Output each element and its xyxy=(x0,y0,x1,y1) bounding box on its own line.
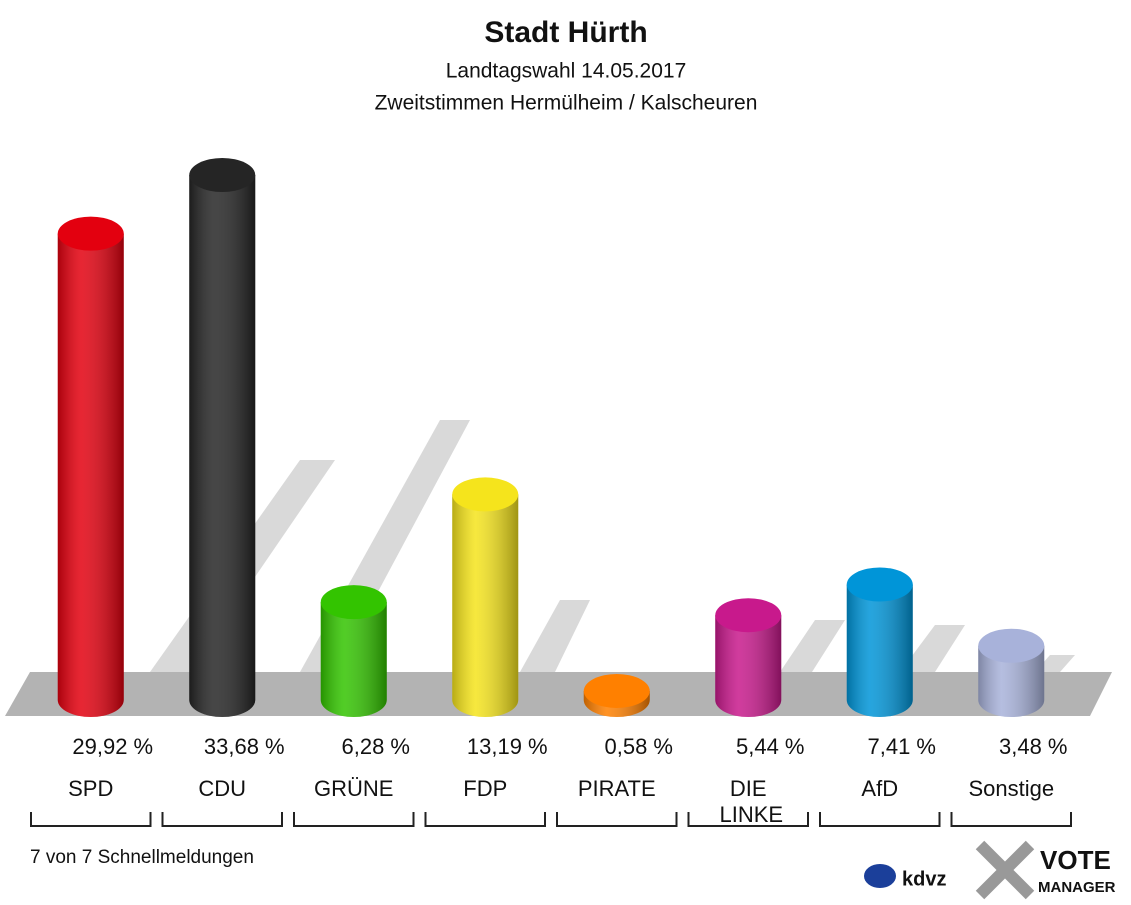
x-tick-label: DIE LINKE xyxy=(713,776,783,827)
chart-subtitle: Landtagswahl 14.05.2017 xyxy=(446,60,687,83)
bracket xyxy=(293,812,415,827)
bar xyxy=(452,477,519,717)
bar-shade xyxy=(320,602,387,717)
x-tick-label: Sonstige xyxy=(968,776,1054,801)
chart-title: Stadt Hürth xyxy=(484,16,647,49)
bar-top xyxy=(846,567,913,602)
bar xyxy=(320,585,387,717)
bar-top xyxy=(978,628,1045,663)
bar-shade xyxy=(846,584,913,717)
bar xyxy=(846,567,913,717)
footnote: 7 von 7 Schnellmeldungen xyxy=(30,847,254,868)
logo-shape xyxy=(975,840,1035,900)
bar xyxy=(189,158,256,717)
bar xyxy=(57,216,124,717)
value-label: 29,92 % xyxy=(72,734,153,759)
x-tick-label: FDP xyxy=(463,776,507,801)
logo-text: kdvz xyxy=(902,868,946,890)
logo-shape xyxy=(864,864,896,888)
bar-top xyxy=(452,477,519,512)
value-label: 5,44 % xyxy=(736,734,805,759)
x-tick-label: PIRATE xyxy=(578,776,656,801)
bracket xyxy=(950,812,1072,827)
bar-top xyxy=(57,216,124,251)
value-label: 6,28 % xyxy=(342,734,411,759)
bar-shade xyxy=(57,233,124,717)
floor xyxy=(5,672,1112,716)
logos: kdvz VOTE MANAGER xyxy=(864,840,1116,900)
logo-text: VOTE xyxy=(1040,845,1111,875)
value-label: 13,19 % xyxy=(467,734,548,759)
bar xyxy=(583,673,650,717)
bar-shade xyxy=(452,494,519,717)
bar-shade xyxy=(189,175,256,717)
x-tick-label: SPD xyxy=(68,776,113,801)
x-tick-label: AfD xyxy=(861,776,898,801)
bar-top xyxy=(320,585,387,620)
x-tick-label: CDU xyxy=(198,776,246,801)
value-label: 7,41 % xyxy=(868,734,937,759)
bracket xyxy=(161,812,283,827)
value-label: 0,58 % xyxy=(605,734,674,759)
bar-shade xyxy=(715,615,782,717)
bar xyxy=(978,628,1045,717)
chart-subtitle: Zweitstimmen Hermülheim / Kalscheuren xyxy=(375,92,758,115)
logo-text: MANAGER xyxy=(1038,879,1116,896)
value-label: 3,48 % xyxy=(999,734,1068,759)
value-label: 33,68 % xyxy=(204,734,285,759)
bracket xyxy=(819,812,941,827)
bracket xyxy=(424,812,546,827)
bar-top xyxy=(583,673,650,708)
bar-top xyxy=(715,598,782,633)
x-tick-label: GRÜNE xyxy=(314,776,393,801)
bar-top xyxy=(189,158,256,192)
bar xyxy=(715,598,782,717)
bracket xyxy=(687,812,809,827)
bar-shade xyxy=(978,645,1045,717)
bracket xyxy=(30,812,152,827)
bracket xyxy=(556,812,678,827)
